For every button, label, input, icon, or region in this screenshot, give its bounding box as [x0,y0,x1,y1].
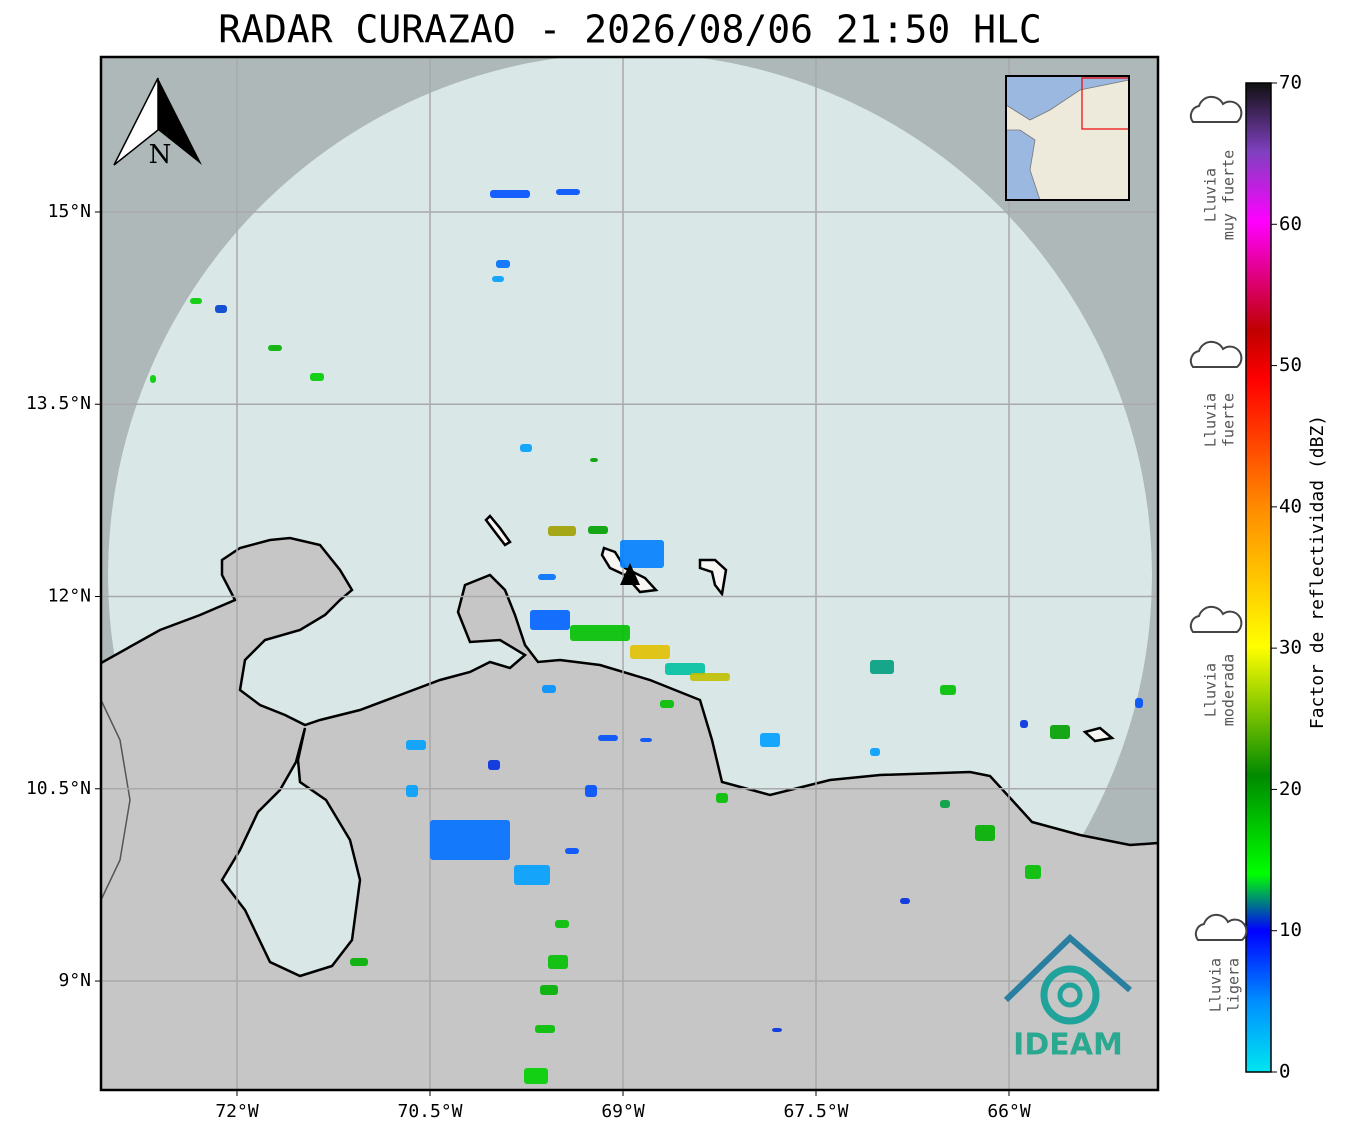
radar-echo [565,848,579,854]
title: RADAR CURAZAO - 2026/08/06 21:50 HLC [218,8,1042,52]
radar-echo [548,526,576,536]
plot-frame [99,55,1160,1092]
x-tick-label: 70.5°W [397,1101,462,1122]
radar-echo [588,526,608,534]
legend-label: Lluvia [1202,393,1220,447]
radar-echo [190,298,202,304]
radar-echo [640,738,652,742]
legend-label: Lluvia [1202,168,1220,222]
x-tick-label: 66°W [987,1101,1031,1122]
rain-icon [1194,913,1248,941]
radar-echo [630,645,670,659]
colorbar-tick-label: 30 [1279,637,1302,659]
logo: IDEAM [1003,933,1132,1063]
radar-echo [542,685,556,693]
x-tick-label: 69°W [601,1101,645,1122]
radar-echo [660,700,674,708]
legend-label: muy fuerte [1220,150,1238,240]
legend-label: Lluvia [1202,663,1220,717]
radar-echo [430,820,510,860]
logo-text: IDEAM [1013,1028,1123,1063]
y-tick-label: 12°N [48,586,91,607]
radar-echo [620,540,664,568]
radar-echo [406,740,426,750]
radar-echo [870,660,894,674]
radar-echo [540,985,558,995]
radar-echo [350,958,368,966]
radar-echo [975,825,995,841]
radar-echo [1135,698,1143,708]
radar-echo [1020,720,1028,728]
colorbar-tick-label: 60 [1279,213,1302,235]
radar-echo [555,920,569,928]
y-tick-label: 15°N [48,201,91,222]
x-tick-label: 72°W [215,1101,259,1122]
rain-icon [1189,605,1243,633]
inset-map [1005,75,1130,201]
colorbar-tick-label: 50 [1279,354,1302,376]
radar-echo [490,190,530,198]
radar-echo [310,373,324,381]
radar-echo [520,444,532,452]
radar-echo [598,735,618,741]
colorbar-tick-label: 10 [1279,919,1302,941]
radar-echo [496,260,510,268]
radar-echo [268,345,282,351]
legend-label: fuerte [1220,393,1238,447]
rain-icon [1189,95,1243,123]
legend-label: Lluvia [1207,958,1225,1012]
colorbar-label: Factor de reflectividad (dBZ) [1307,415,1328,729]
radar-echo [940,685,956,695]
radar-echo [940,800,950,808]
north-label: N [149,140,172,170]
map [101,57,1158,1090]
radar-echo [690,673,730,681]
radar-echo [716,793,728,803]
radar-echo [760,733,780,747]
y-tick-label: 10.5°N [26,778,91,799]
radar-echo [585,785,597,797]
radar-echo [538,574,556,580]
radar-echo [548,955,568,969]
y-tick-label: 9°N [58,970,91,991]
radar-echo [530,610,570,630]
y-tick-label: 13.5°N [26,393,91,414]
colorbar-tick-label: 0 [1279,1061,1290,1083]
radar-echo [772,1028,782,1032]
radar-echo [570,625,630,641]
radar-echo [406,785,418,797]
radar-echo [870,748,880,756]
radar-echo [150,375,156,383]
x-tick-label: 67.5°W [783,1101,848,1122]
radar-echo [215,305,227,313]
colorbar: Factor de reflectividad (dBZ) 0 10 20 30 40 5… [1245,72,1328,1083]
radar-echo [1025,865,1041,879]
rain-icon [1189,340,1243,368]
radar-echo [590,458,598,462]
radar-echo [535,1025,555,1033]
radar-echo [1050,725,1070,739]
colorbar-tick-label: 70 [1279,72,1302,94]
colorbar-tick-label: 40 [1279,495,1302,517]
radar-echo [900,898,910,904]
radar-echo [556,189,580,195]
radar-echo [514,865,550,885]
radar-echo [488,760,500,770]
radar-echo [665,663,705,675]
colorbar-tick-label: 20 [1279,778,1302,800]
radar-echo [492,276,504,282]
north-arrow: N [113,77,202,170]
legend-label: ligera [1225,958,1243,1012]
legend-label: moderada [1220,654,1238,726]
radar-echo [524,1068,548,1084]
